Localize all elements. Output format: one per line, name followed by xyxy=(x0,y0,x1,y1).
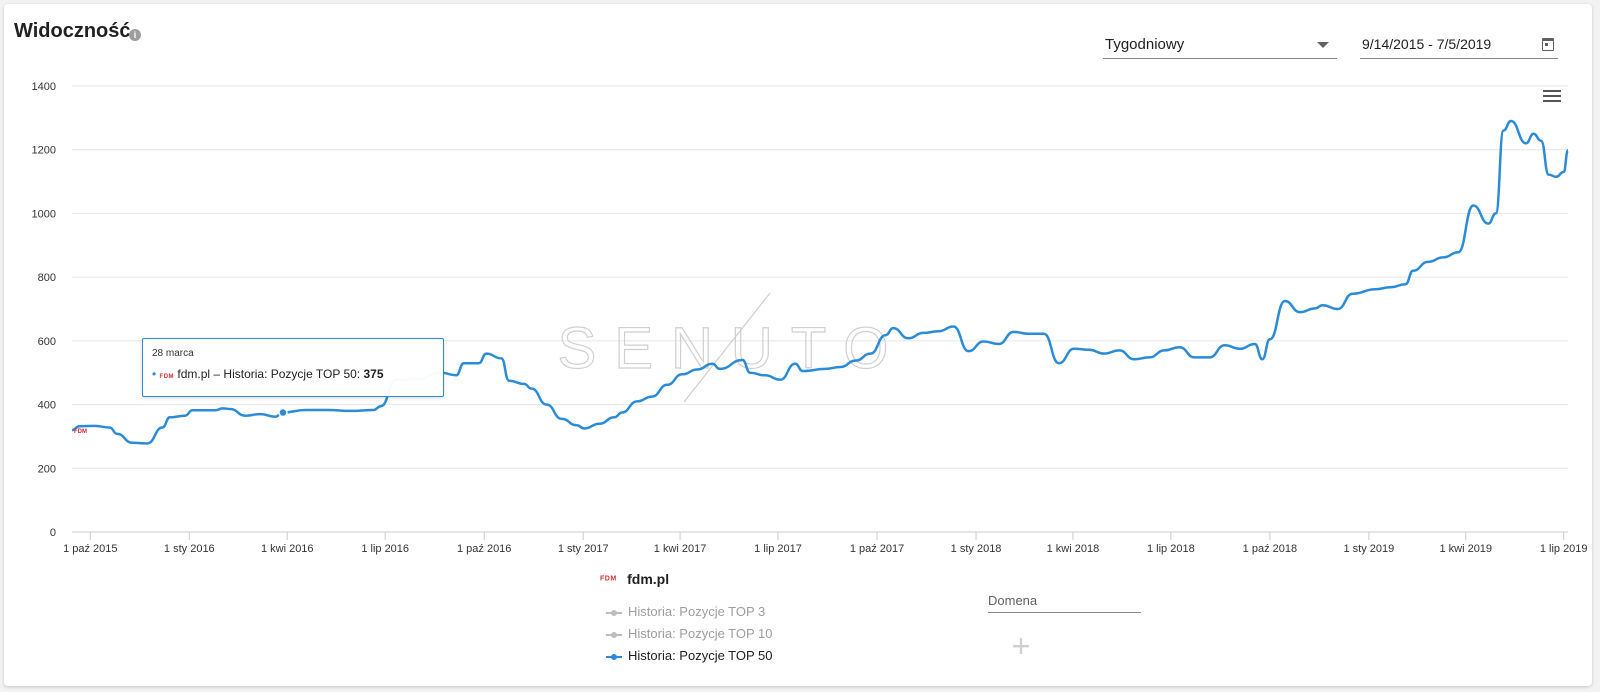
y-tick-label: 1000 xyxy=(32,208,56,220)
chevron-down-icon xyxy=(1317,42,1329,48)
y-tick-label: 800 xyxy=(38,272,56,284)
legend-line-marker-icon xyxy=(606,609,622,617)
x-tick-label: 1 sty 2018 xyxy=(951,543,1002,555)
legend-line-marker-icon xyxy=(606,631,622,639)
x-tick-label: 1 sty 2016 xyxy=(164,543,215,555)
tooltip-label: fdm.pl – Historia: Pozycje TOP 50: xyxy=(177,367,361,381)
date-range-picker[interactable]: 9/14/2015 - 7/5/2019 xyxy=(1360,30,1558,59)
tooltip-line: • FDM fdm.pl – Historia: Pozycje TOP 50:… xyxy=(152,367,384,381)
y-tick-label: 0 xyxy=(50,527,56,539)
x-tick-label: 1 paź 2018 xyxy=(1243,543,1297,555)
add-domain-button[interactable]: + xyxy=(1011,628,1031,664)
legend-item-label: Historia: Pozycje TOP 50 xyxy=(628,648,773,663)
x-tick-label: 1 sty 2019 xyxy=(1344,543,1395,555)
x-tick-label: 1 paź 2016 xyxy=(457,543,511,555)
legend-item-top50[interactable]: Historia: Pozycje TOP 50 xyxy=(606,648,773,663)
x-tick-label: 1 lip 2019 xyxy=(1540,543,1588,555)
y-tick-label: 1200 xyxy=(32,145,56,157)
x-tick-label: 1 paź 2015 xyxy=(63,543,117,555)
y-tick-label: 600 xyxy=(38,336,56,348)
y-tick-label: 200 xyxy=(38,463,56,475)
tooltip-value: 375 xyxy=(363,367,384,381)
x-tick-label: 1 kwi 2018 xyxy=(1047,543,1100,555)
series-line-top50 xyxy=(71,119,1570,445)
y-tick-label: 1400 xyxy=(32,81,56,93)
legend-item-top3[interactable]: Historia: Pozycje TOP 3 xyxy=(606,604,765,619)
legend-domain: FDM fdm.pl xyxy=(600,570,669,588)
tooltip-bullet: • xyxy=(152,367,157,381)
y-tick-label: 400 xyxy=(38,400,56,412)
x-tick-label: 1 sty 2017 xyxy=(558,543,609,555)
interval-select[interactable]: Tygodniowy xyxy=(1103,30,1337,59)
legend-item-label: Historia: Pozycje TOP 3 xyxy=(628,604,766,619)
x-tick-label: 1 kwi 2017 xyxy=(654,543,707,555)
info-icon[interactable]: i xyxy=(129,29,141,41)
legend-item-label: Historia: Pozycje TOP 10 xyxy=(628,626,773,641)
chart-tooltip: 28 marca • FDM fdm.pl – Historia: Pozycj… xyxy=(142,338,444,397)
page-title: Widoczność xyxy=(14,20,131,42)
fdm-logo-icon: FDM xyxy=(159,374,175,380)
hamburger-menu-icon[interactable] xyxy=(1543,90,1561,104)
highlight-point xyxy=(278,407,288,418)
x-tick-label: 1 kwi 2016 xyxy=(261,543,314,555)
legend-line-marker-icon xyxy=(606,653,622,661)
domain-input[interactable] xyxy=(988,588,1141,613)
legend-domain-name: fdm.pl xyxy=(627,570,670,587)
series-start-logo: FDM xyxy=(74,429,87,435)
watermark-slash xyxy=(683,292,771,403)
watermark-text: SENUTO xyxy=(558,316,907,381)
x-tick-label: 1 paź 2017 xyxy=(850,543,904,555)
x-tick-label: 1 lip 2017 xyxy=(754,543,802,555)
x-tick-label: 1 lip 2016 xyxy=(361,543,409,555)
x-tick-label: 1 lip 2018 xyxy=(1147,543,1195,555)
legend-item-top10[interactable]: Historia: Pozycje TOP 10 xyxy=(606,626,773,641)
interval-select-value: Tygodniowy xyxy=(1105,36,1185,53)
fdm-logo-icon: FDM xyxy=(600,575,617,583)
date-range-value: 9/14/2015 - 7/5/2019 xyxy=(1362,36,1492,52)
x-tick-label: 1 kwi 2019 xyxy=(1439,543,1492,555)
calendar-icon[interactable] xyxy=(1542,38,1554,51)
tooltip-date: 28 marca xyxy=(152,348,194,359)
